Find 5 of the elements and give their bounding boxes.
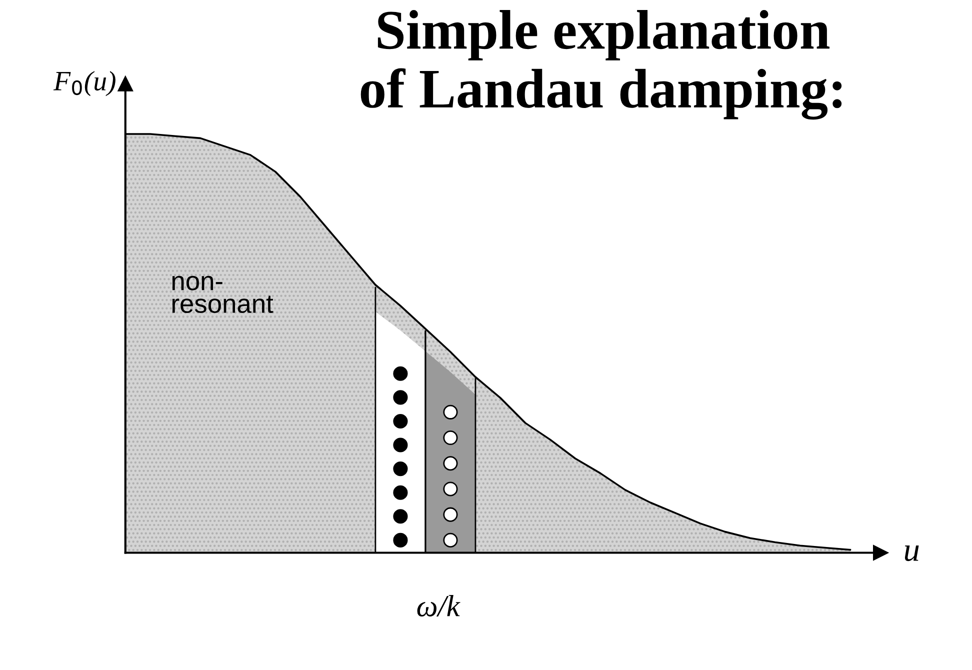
annotation: non- resonant [172,276,274,314]
chart-title: Simple explanation of Landau damping: [360,10,842,120]
text: F$_{0}$(u) [53,70,116,96]
x-axis-title: u [904,545,919,562]
text: ω/k [417,594,460,616]
